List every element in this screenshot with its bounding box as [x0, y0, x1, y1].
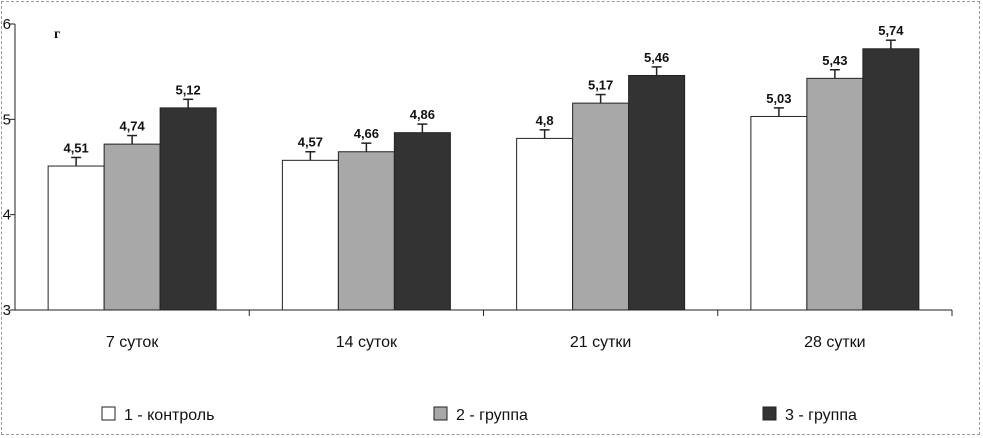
bar — [103, 143, 161, 311]
data-label: 4,8 — [536, 113, 554, 128]
data-label: 5,12 — [175, 82, 200, 97]
data-label: 4,57 — [298, 135, 323, 150]
legend-swatch — [762, 406, 777, 421]
y-axis-unit-label: г — [54, 27, 60, 42]
bar — [47, 165, 105, 311]
category-label: 21 сутки — [570, 334, 632, 351]
legend-label: 1 - контроль — [124, 407, 214, 424]
y-tick-label: 3 — [3, 302, 11, 319]
category-label: 14 суток — [336, 334, 398, 351]
data-label: 4,74 — [119, 119, 145, 134]
data-label: 5,46 — [644, 50, 669, 65]
data-label: 5,03 — [766, 91, 791, 106]
legend-label: 3 - группа — [785, 407, 857, 424]
bar — [572, 102, 630, 311]
bar — [862, 48, 920, 311]
bar — [281, 159, 339, 311]
data-label: 4,66 — [354, 126, 379, 141]
data-label: 4,51 — [63, 140, 88, 155]
category-label: 28 сутки — [804, 334, 866, 351]
bar — [806, 77, 864, 311]
legend-swatch — [101, 406, 116, 421]
bar — [628, 74, 686, 311]
bar — [750, 115, 808, 311]
bar — [337, 151, 395, 311]
bar — [393, 132, 451, 311]
data-label: 5,17 — [588, 78, 613, 93]
y-tick-label: 5 — [3, 111, 11, 128]
legend-label: 2 - группа — [456, 407, 528, 424]
bar — [516, 137, 574, 311]
data-label: 4,86 — [410, 107, 435, 122]
data-label: 5,43 — [822, 53, 847, 68]
y-tick-label: 6 — [3, 16, 11, 33]
legend-swatch — [433, 406, 448, 421]
category-label: 7 суток — [106, 334, 159, 351]
data-label: 5,74 — [878, 23, 904, 38]
bar — [159, 107, 217, 311]
y-tick-label: 4 — [3, 207, 11, 224]
